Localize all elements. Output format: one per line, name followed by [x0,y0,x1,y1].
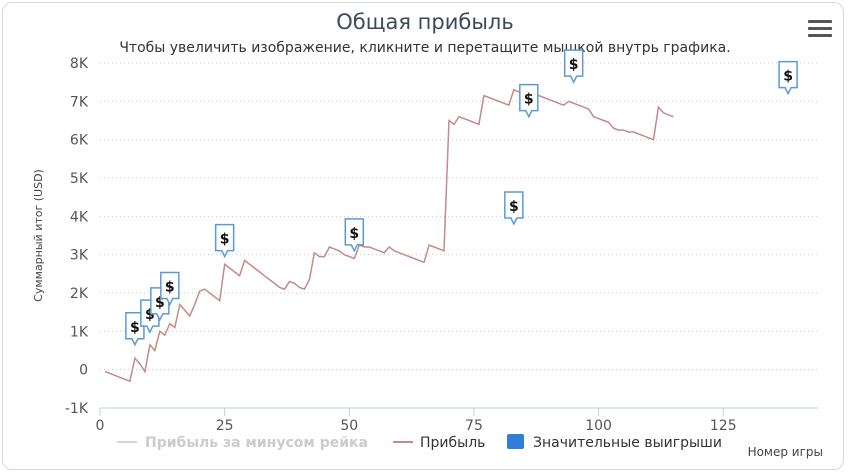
big-win-flag[interactable] [160,271,180,307]
x-tick-label: 50 [340,418,358,434]
profit-line[interactable] [104,88,674,383]
x-tick-label: 0 [96,418,105,434]
y-tick-label: 5K [70,171,89,187]
y-tick-label: -1K [65,401,89,417]
legend-symbol-big-wins[interactable] [507,434,524,449]
big-win-flag[interactable] [344,218,365,253]
big-win-flag-label: $ [130,320,140,336]
big-win-flag[interactable] [778,60,798,96]
x-tick-label: 100 [585,418,612,434]
big-win-flag-label: $ [509,199,519,215]
y-axis-title: Суммарный итог (USD) [32,169,45,302]
chart-title: Общая прибыль [336,10,514,34]
big-win-flag[interactable] [519,83,539,119]
y-tick-label: 8K [70,56,89,72]
y-tick-label: 0 [79,363,88,379]
big-win-flag-label: $ [524,92,534,108]
legend-item-big-wins[interactable]: Значительные выигрыши [533,435,722,451]
y-tick-label: 6K [70,133,89,149]
legend-item-net-profit[interactable]: Прибыль за минусом рейка [145,435,368,451]
x-tick-label: 125 [710,418,737,434]
big-win-flag[interactable] [563,49,584,84]
hamburger-menu-icon[interactable] [808,20,832,40]
y-tick-label: 1K [70,324,89,340]
big-win-flag[interactable] [504,191,524,226]
legend-item-profit[interactable]: Прибыль [420,435,485,451]
x-axis-title: Номер игры [748,445,823,459]
x-tick-label: 25 [216,418,234,434]
chart-container [2,2,844,470]
big-win-flag-label: $ [155,295,165,311]
big-win-flag[interactable] [214,223,235,259]
y-tick-label: 3K [70,248,89,264]
y-tick-label: 2K [70,286,89,302]
x-tick-label: 75 [465,418,483,434]
big-win-flag-label: $ [165,280,175,296]
big-win-flag-label: $ [783,69,793,85]
big-win-flag-label: $ [349,226,359,242]
y-tick-label: 4K [70,209,89,225]
big-win-flag-label: $ [220,232,230,248]
big-win-flag-label: $ [145,307,155,323]
big-win-flag-label: $ [569,57,579,73]
y-tick-label: 7K [70,94,89,110]
